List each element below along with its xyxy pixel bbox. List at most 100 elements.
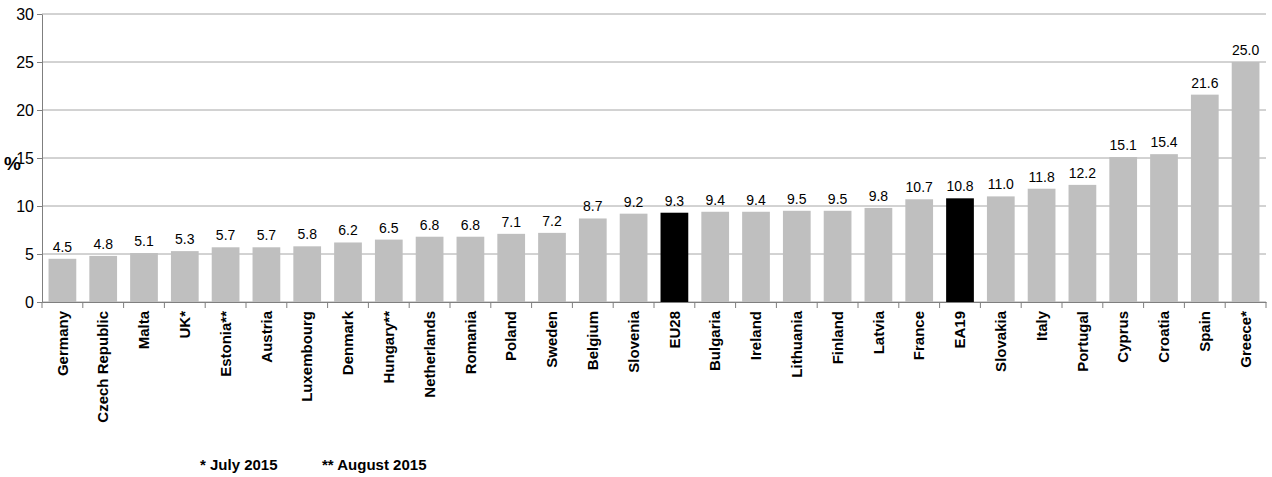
x-separator bbox=[42, 302, 43, 308]
x-tick: Czech Republic bbox=[94, 302, 111, 423]
x-tick-label: Finland bbox=[829, 311, 846, 364]
bar bbox=[457, 237, 485, 302]
y-tick-mark bbox=[37, 158, 42, 159]
data-label: 15.1 bbox=[1110, 137, 1137, 153]
x-tick: Netherlands bbox=[421, 302, 438, 398]
data-label: 12.2 bbox=[1069, 165, 1096, 181]
x-tick: Germany bbox=[54, 302, 71, 376]
x-separator bbox=[368, 302, 369, 308]
bar bbox=[905, 199, 933, 302]
y-tick-label: 10 bbox=[16, 198, 34, 215]
bar bbox=[824, 211, 852, 302]
bar bbox=[865, 208, 893, 302]
x-tick: Cyprus bbox=[1114, 302, 1131, 363]
data-label: 4.5 bbox=[53, 239, 73, 255]
x-tick-label: Hungary** bbox=[380, 311, 397, 384]
bar bbox=[497, 234, 525, 302]
data-label: 9.5 bbox=[828, 191, 848, 207]
data-label: 9.8 bbox=[869, 188, 889, 204]
x-tick: Croatia bbox=[1155, 302, 1172, 363]
x-tick-label: Slovakia bbox=[992, 310, 1009, 372]
x-tick: Slovakia bbox=[992, 302, 1009, 372]
x-tick: Slovenia bbox=[625, 302, 642, 373]
x-separator bbox=[1062, 302, 1063, 308]
x-tick-label: Lithuania bbox=[788, 310, 805, 377]
data-label: 21.6 bbox=[1191, 75, 1218, 91]
bar bbox=[130, 253, 158, 302]
x-separator bbox=[694, 302, 695, 308]
bar bbox=[49, 259, 77, 302]
x-tick: EU28 bbox=[666, 302, 683, 349]
x-separator bbox=[1143, 302, 1144, 308]
y-tick-label: 20 bbox=[16, 102, 34, 119]
x-tick: Greece* bbox=[1237, 302, 1254, 368]
y-tick: 10 bbox=[16, 198, 42, 215]
x-separator bbox=[1021, 302, 1022, 308]
y-tick: 0 bbox=[25, 294, 42, 311]
x-separator bbox=[286, 302, 287, 308]
x-tick: Belgium bbox=[584, 302, 601, 370]
x-tick: Luxembourg bbox=[298, 302, 315, 402]
plot: 051015202530GermanyCzech RepublicMaltaUK… bbox=[16, 6, 1266, 423]
bar bbox=[1109, 157, 1137, 302]
x-separator bbox=[1184, 302, 1185, 308]
y-tick-label: 30 bbox=[16, 6, 34, 23]
x-tick: Finland bbox=[829, 302, 846, 364]
bar bbox=[212, 247, 240, 302]
x-tick-label: Sweden bbox=[543, 311, 560, 368]
y-tick: 25 bbox=[16, 54, 42, 71]
x-tick-label: Greece* bbox=[1237, 311, 1254, 368]
x-tick-label: Bulgaria bbox=[706, 310, 723, 371]
x-separator bbox=[654, 302, 655, 308]
data-label: 5.1 bbox=[134, 233, 154, 249]
x-separator bbox=[490, 302, 491, 308]
x-separator bbox=[1266, 302, 1267, 308]
y-tick-mark bbox=[37, 206, 42, 207]
y-tick-label: 25 bbox=[16, 54, 34, 71]
data-label: 5.8 bbox=[297, 226, 317, 242]
grid-line bbox=[42, 158, 1266, 159]
bar bbox=[742, 212, 770, 302]
x-tick: Poland bbox=[502, 302, 519, 361]
y-tick-mark bbox=[37, 302, 42, 303]
x-tick: Latvia bbox=[870, 302, 887, 354]
grid-line bbox=[42, 110, 1266, 111]
data-label: 6.8 bbox=[420, 217, 440, 233]
footnote: ** August 2015 bbox=[322, 456, 426, 473]
x-tick-label: Germany bbox=[54, 310, 71, 376]
footnotes: * July 2015** August 2015 bbox=[200, 456, 426, 473]
bar bbox=[416, 237, 444, 302]
x-tick: Romania bbox=[462, 302, 479, 374]
data-label: 7.2 bbox=[542, 213, 562, 229]
bar bbox=[946, 198, 974, 302]
data-label: 8.7 bbox=[583, 198, 603, 214]
x-separator bbox=[572, 302, 573, 308]
bar bbox=[293, 246, 321, 302]
x-tick: Portugal bbox=[1074, 302, 1091, 372]
grid bbox=[42, 14, 1266, 302]
data-labels: 4.54.85.15.35.75.75.86.26.56.86.87.17.28… bbox=[53, 42, 1260, 255]
bars bbox=[49, 62, 1260, 302]
x-separator bbox=[205, 302, 206, 308]
bar bbox=[1191, 95, 1219, 302]
y-tick-mark bbox=[37, 62, 42, 63]
bar bbox=[89, 256, 117, 302]
x-separator bbox=[246, 302, 247, 308]
y-axis-title: % bbox=[4, 153, 21, 174]
x-tick-label: Belgium bbox=[584, 311, 601, 370]
y-tick-label: 5 bbox=[25, 246, 34, 263]
x-tick-label: Austria bbox=[258, 310, 275, 362]
x-tick: Sweden bbox=[543, 302, 560, 368]
x-axis: GermanyCzech RepublicMaltaUK*Estonia**Au… bbox=[43, 302, 1267, 423]
y-axis-line bbox=[42, 15, 43, 303]
x-separator bbox=[776, 302, 777, 308]
data-label: 9.2 bbox=[624, 194, 644, 210]
bar bbox=[661, 213, 689, 302]
x-separator bbox=[409, 302, 410, 308]
data-label: 10.7 bbox=[906, 179, 933, 195]
grid-line bbox=[42, 14, 1266, 15]
x-separator bbox=[123, 302, 124, 308]
y-tick: 20 bbox=[16, 102, 42, 119]
x-separator bbox=[939, 302, 940, 308]
x-tick-label: Romania bbox=[462, 310, 479, 374]
